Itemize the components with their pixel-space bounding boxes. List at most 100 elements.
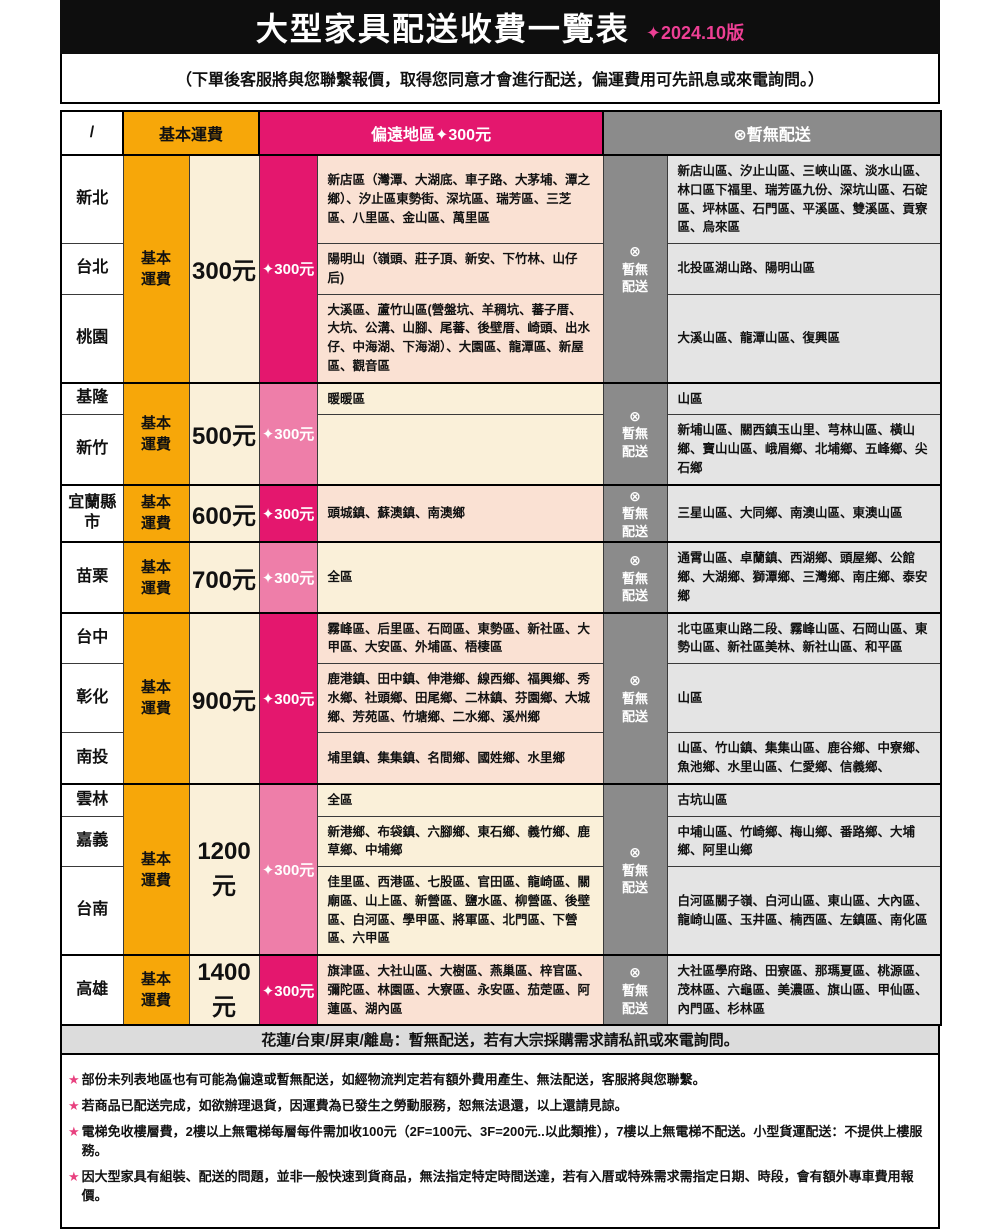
basic-fee-label: 基本 運費 xyxy=(122,381,190,485)
remote-areas-text: 大溪區、蘆竹山區(營盤坑、羊稠坑、蕃子厝、大坑、公溝、山腳、尾蕃、後壁厝、崎頭、… xyxy=(316,293,604,383)
no-delivery-label-line: 配送 xyxy=(622,443,649,459)
region-label: 新北 xyxy=(60,154,124,244)
header-no-delivery: ⊗暫無配送 xyxy=(602,110,943,156)
no-delivery-label: ⊗ 暫無 配送 xyxy=(602,611,668,785)
remote-surcharge: ✦300元 xyxy=(258,782,318,956)
no-delivery-regions-text: 花蓮/台東/屏東/離島：暫無配送，若有大宗採購需求請私訊或來電詢問。 xyxy=(261,1032,739,1050)
note-line: ★ 因大型家具有組裝、配送的問題，並非一般快速到貨商品，無法指定特定時間送達，若有… xyxy=(68,1168,928,1206)
no-delivery-label-line: 配送 xyxy=(622,1000,649,1016)
table-row: 新竹 新埔山區、關西鎮玉山里、芎林山區、橫山鄉、寶山山區、峨眉鄉、北埔鄉、五峰鄉、… xyxy=(60,414,942,485)
no-delivery-areas-text: 大溪山區、龍潭山區、復興區 xyxy=(666,293,942,383)
no-delivery-icon: ⊗ xyxy=(629,487,641,504)
remote-areas-text: 霧峰區、后里區、石岡區、東勢區、新社區、大甲區、大安區、外埔區、梧棲區 xyxy=(316,611,604,665)
fee-table-body: 新北 基本 運費 300元 ✦300元 新店區（灣潭、大湖底、車子路、大茅埔、潭之鄉）、汐… xyxy=(60,154,942,1026)
region-label: 雲林 xyxy=(60,782,124,817)
note-line: ★ 電梯免收樓層費，2樓以上無電梯每層每件需加收100元（2F=100元、3F=2… xyxy=(68,1123,928,1161)
no-delivery-label: ⊗ 暫無 配送 xyxy=(602,483,668,543)
table-row: 雲林 基本 運費 1200元 ✦300元 全區 ⊗ 暫無 配送 古坑山區 xyxy=(60,782,942,956)
remote-surcharge: ✦300元 xyxy=(258,154,318,383)
region-label: 嘉義 xyxy=(60,815,124,868)
no-delivery-label-line: 配送 xyxy=(622,523,649,539)
no-delivery-label-line: 暫無 xyxy=(622,983,649,999)
note-text: 若商品已配送完成，如欲辦理退貨，因運費為已發生之勞動服務，恕無法退還，以上還請見… xyxy=(81,1098,628,1114)
basic-fee-label: 基本 運費 xyxy=(122,782,190,956)
remote-areas-text: 鹿港鎮、田中鎮、伸港鄉、線西鄉、福興鄉、秀水鄉、社頭鄉、田尾鄉、二林鎮、芬園鄉、… xyxy=(316,663,604,734)
remote-areas-text: 暖暖區 xyxy=(316,381,604,416)
table-row: 高雄 基本 運費 1400元 ✦300元 旗津區、大社山區、大樹區、燕巢區、梓官區、彌陀區… xyxy=(60,954,942,1026)
no-delivery-icon: ⊗ xyxy=(629,672,641,689)
no-delivery-icon: ⊗ xyxy=(629,843,641,860)
no-delivery-areas-text: 通霄山區、卓蘭鎮、西湖鄉、頭屋鄉、公館鄉、大湖鄉、獅潭鄉、三灣鄉、南庄鄉、泰安鄉 xyxy=(666,541,942,614)
table-row: 宜蘭縣市 基本 運費 600元 ✦300元 頭城鎮、蘇澳鎮、南澳鄉 ⊗ 暫無 配送 三星山區、大同… xyxy=(60,483,942,543)
region-label: 宜蘭縣市 xyxy=(60,483,124,543)
title-bar: 大型家具配送收費一覽表 ✦2024.10版 xyxy=(60,0,940,54)
remote-areas-text: 新港鄉、布袋鎮、六腳鄉、東石鄉、義竹鄉、鹿草鄉、中埔鄉 xyxy=(316,815,604,868)
region-label: 高雄 xyxy=(60,954,124,1026)
region-label: 彰化 xyxy=(60,663,124,734)
no-delivery-label-line: 配送 xyxy=(622,880,649,896)
basic-fee-amount: 600元 xyxy=(188,483,260,543)
basic-fee-label: 基本 運費 xyxy=(122,954,190,1026)
no-delivery-label-line: 配送 xyxy=(622,708,649,724)
star-icon: ★ xyxy=(68,1072,80,1088)
basic-fee-amount: 700元 xyxy=(188,541,260,614)
no-delivery-areas-text: 北屯區東山路二段、霧峰山區、石岡山區、東勢山區、新社區美林、新社山區、和平區 xyxy=(666,611,942,665)
no-delivery-areas-text: 大社區學府路、田寮區、那瑪夏區、桃源區、茂林區、六龜區、美濃區、旗山區、甲仙區、… xyxy=(666,954,942,1026)
remote-surcharge: ✦300元 xyxy=(258,541,318,614)
region-label: 桃園 xyxy=(60,293,124,383)
header-remote-area: 偏遠地區✦300元 xyxy=(258,110,605,156)
no-delivery-label-line: 暫無 xyxy=(622,862,649,878)
header-region: / xyxy=(60,110,124,156)
no-delivery-label: ⊗ 暫無 配送 xyxy=(602,154,668,383)
note-text: 因大型家具有組裝、配送的問題，並非一般快速到貨商品，無法指定特定時間送達，若有入… xyxy=(81,1168,914,1203)
no-delivery-areas-text: 中埔山區、竹崎鄉、梅山鄉、番路鄉、大埔鄉、阿里山鄉 xyxy=(666,815,942,868)
basic-fee-amount: 300元 xyxy=(188,154,260,383)
remote-surcharge: ✦300元 xyxy=(258,611,318,785)
table-row: 台北 陽明山（嶺頭、莊子頂、新安、下竹林、山仔后) 北投區湖山路、陽明山區 xyxy=(60,243,942,295)
table-row: 苗栗 基本 運費 700元 ✦300元 全區 ⊗ 暫無 配送 通霄山區、卓蘭鎮、西湖鄉、頭屋鄉、公… xyxy=(60,541,942,614)
no-delivery-label-line: 配送 xyxy=(622,588,649,604)
remote-areas-text: 佳里區、西港區、七股區、官田區、龍崎區、關廟區、山上區、新營區、鹽水區、柳營區、… xyxy=(316,866,604,956)
note-line: ★ 若商品已配送完成，如欲辦理退貨，因運費為已發生之勞動服務，恕無法退還，以上還請… xyxy=(68,1097,928,1116)
region-label: 基隆 xyxy=(60,381,124,416)
page-title: 大型家具配送收費一覽表 xyxy=(255,11,630,47)
no-delivery-label-line: 暫無 xyxy=(622,261,649,277)
no-delivery-areas-text: 白河區關子嶺、白河山區、東山區、大內區、龍崎山區、玉井區、楠西區、左鎮區、南化區 xyxy=(666,866,942,956)
remote-areas-text: 陽明山（嶺頭、莊子頂、新安、下竹林、山仔后) xyxy=(316,243,604,295)
no-delivery-label-line: 暫無 xyxy=(622,426,649,442)
fee-sheet: 大型家具配送收費一覽表 ✦2024.10版 （下單後客服將與您聯繫報價，取得您同… xyxy=(60,0,943,1229)
note-text: 部份未列表地區也有可能為偏遠或暫無配送，如經物流判定若有額外費用產生、無法配送，… xyxy=(81,1072,706,1088)
region-label: 台南 xyxy=(60,866,124,956)
table-row: 基隆 基本 運費 500元 ✦300元 暖暖區 ⊗ 暫無 配送 山區 xyxy=(60,381,942,485)
subtitle-box: （下單後客服將與您聯繫報價，取得您同意才會進行配送，偏運費用可先訊息或來電詢問。… xyxy=(60,54,940,104)
table-row: 台南 佳里區、西港區、七股區、官田區、龍崎區、關廟區、山上區、新營區、鹽水區、柳營… xyxy=(60,866,942,956)
no-delivery-icon: ⊗ xyxy=(629,551,641,568)
table-row: 嘉義 新港鄉、布袋鎮、六腳鄉、東石鄉、義竹鄉、鹿草鄉、中埔鄉 中埔山區、竹崎鄉、梅山… xyxy=(60,815,942,868)
remote-surcharge: ✦300元 xyxy=(258,483,318,543)
no-delivery-icon: ⊗ xyxy=(629,964,641,981)
no-delivery-label: ⊗ 暫無 配送 xyxy=(602,381,668,485)
fee-table: / 基本運費 偏遠地區✦300元 ⊗暫無配送 新北 基本 運費 300元 ✦300元 新店… xyxy=(60,110,943,1027)
no-delivery-label-line: 暫無 xyxy=(622,570,649,586)
region-label: 新竹 xyxy=(60,414,124,485)
version-badge: ✦2024.10版 xyxy=(645,23,745,43)
table-row: 南投 埔里鎮、集集鎮、名間鄉、國姓鄉、水里鄉 山區、竹山鎮、集集山區、鹿谷鄉、中寮鄉… xyxy=(60,732,942,785)
table-row: 桃園 大溪區、蘆竹山區(營盤坑、羊稠坑、蕃子厝、大坑、公溝、山腳、尾蕃、後壁厝、崎… xyxy=(60,293,942,383)
notes-list: ★ 部份未列表地區也有可能為偏遠或暫無配送，如經物流判定若有額外費用產生、無法配送… xyxy=(62,1055,938,1226)
remote-surcharge: ✦300元 xyxy=(258,954,318,1026)
region-label: 南投 xyxy=(60,732,124,785)
basic-fee-amount: 500元 xyxy=(188,381,260,485)
subtitle-text: （下單後客服將與您聯繫報價，取得您同意才會進行配送，偏運費用可先訊息或來電詢問。… xyxy=(175,72,824,89)
no-delivery-areas-text: 北投區湖山路、陽明山區 xyxy=(666,243,942,295)
table-row: 彰化 鹿港鎮、田中鎮、伸港鄉、線西鄉、福興鄉、秀水鄉、社頭鄉、田尾鄉、二林鎮、芬園… xyxy=(60,663,942,734)
star-icon: ★ xyxy=(68,1098,80,1114)
header-basic-fee: 基本運費 xyxy=(121,110,261,156)
region-label: 台中 xyxy=(60,611,124,665)
bottom-section: 花蓮/台東/屏東/離島：暫無配送，若有大宗採購需求請私訊或來電詢問。 ★ 部份未列… xyxy=(60,1026,940,1229)
no-delivery-icon: ⊗ xyxy=(629,407,641,424)
no-delivery-label-line: 暫無 xyxy=(622,691,649,707)
no-delivery-icon: ⊗ xyxy=(629,242,641,259)
no-delivery-areas-text: 三星山區、大同鄉、南澳山區、東澳山區 xyxy=(666,483,942,543)
remote-areas-text xyxy=(316,414,604,485)
basic-fee-amount: 1400元 xyxy=(188,954,260,1026)
